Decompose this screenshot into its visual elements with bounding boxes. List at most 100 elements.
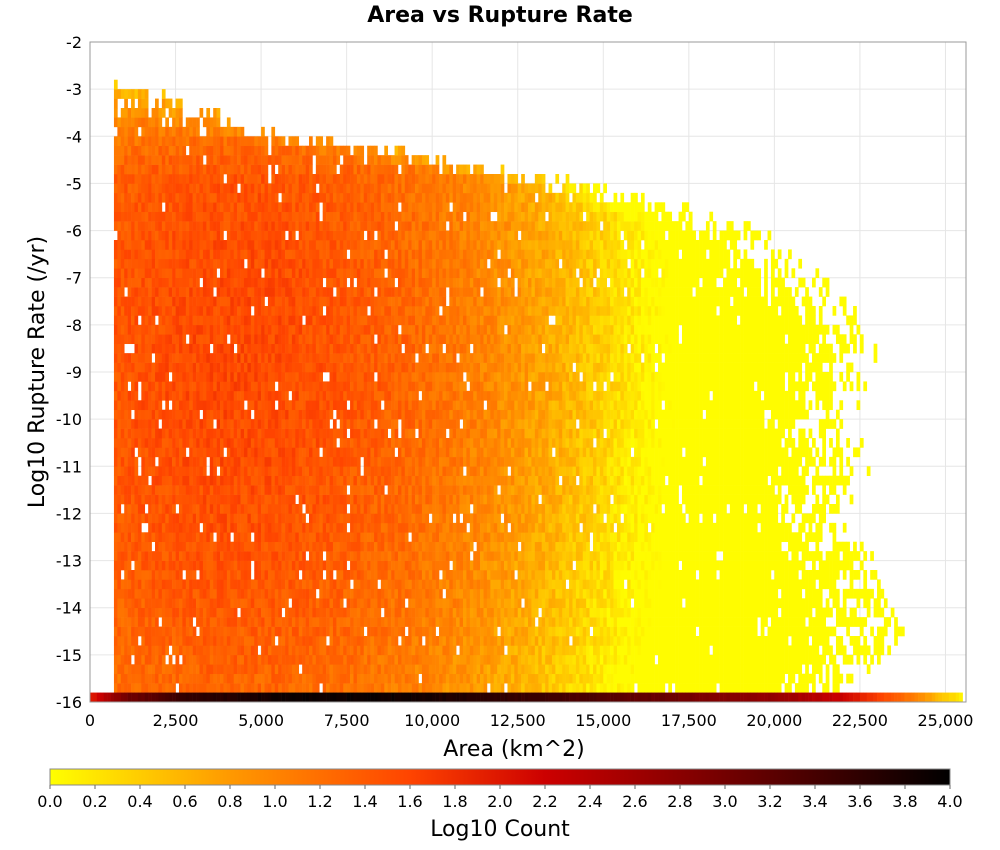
heatmap-cell [449,579,454,590]
heatmap-cell [798,532,803,543]
heatmap-cell [630,673,635,684]
heatmap-cell [233,522,238,533]
heatmap-cell [322,475,327,486]
heatmap-cell [271,494,276,505]
heatmap-cell [329,513,334,524]
heatmap-cell [350,626,354,637]
heatmap-cell [356,475,361,486]
heatmap-cell [579,560,584,571]
heatmap-cell [449,598,454,609]
heatmap-cell [199,485,204,495]
heatmap-cell [428,654,433,665]
heatmap-cell [264,494,269,505]
heatmap-cell [261,598,265,609]
heatmap-cell [432,607,436,618]
heatmap-cell [654,673,659,684]
heatmap-cell [356,513,361,524]
heatmap-cell [678,607,683,618]
heatmap-cell [661,522,666,533]
heatmap-cell [459,532,464,543]
heatmap-cell [504,617,508,627]
heatmap-cell [586,636,590,646]
heatmap-cell [209,522,214,533]
heatmap-cell [367,494,371,505]
heatmap-cell [534,485,539,495]
heatmap-cell [144,607,149,618]
heatmap-cell [469,522,474,533]
heatmap-cell [634,475,638,486]
heatmap-cell [148,532,152,543]
heatmap-cell [497,579,501,590]
heatmap-cell [750,522,755,533]
heatmap-cell [709,560,714,571]
heatmap-cell [415,645,419,656]
heatmap-cell [168,522,173,533]
heatmap-cell [517,560,522,571]
heatmap-cell [770,494,775,505]
heatmap-cell [483,636,488,646]
heatmap-cell [233,673,238,684]
heatmap-cell [161,683,166,693]
heatmap-cell [127,617,132,627]
heatmap-cell [777,532,782,543]
heatmap-cell [747,560,751,571]
heatmap-cell [743,636,748,646]
heatmap-cell [319,654,323,665]
heatmap-cell [206,513,211,524]
heatmap-cell [285,551,289,561]
heatmap-cell [274,683,279,693]
heatmap-cell [760,579,765,590]
heatmap-cell [514,579,519,590]
heatmap-cell [507,494,512,505]
heatmap-cell [849,607,854,618]
heatmap-cell [743,494,748,505]
heatmap-cell [178,560,183,571]
heatmap-cell [267,579,272,590]
heatmap-cell [223,475,228,486]
heatmap-cell [346,664,351,675]
heatmap-cell [439,683,443,693]
heatmap-cell [849,654,854,665]
heatmap-cell [350,560,354,571]
heatmap-cell [613,683,618,693]
heatmap-cell [401,579,406,590]
heatmap-cell [647,466,652,477]
heatmap-cell [747,475,751,486]
heatmap-cell [196,466,200,477]
heatmap-cell [551,475,556,486]
heatmap-cell [336,494,341,505]
heatmap-cell [404,466,409,477]
heatmap-cell [209,541,214,552]
heatmap-cell [541,588,546,599]
heatmap-cell [729,626,734,637]
heatmap-cell [223,664,228,675]
heatmap-cell [305,617,310,627]
heatmap-cell [630,466,635,477]
heatmap-cell [832,504,837,514]
heatmap-cell [151,485,156,495]
heatmap-cell [514,607,519,618]
heatmap-cell [473,560,477,571]
heatmap-cell [647,588,652,599]
heatmap-cell [640,522,645,533]
heatmap-cell [196,607,200,618]
heatmap-cell [302,551,306,561]
heatmap-cell [668,664,673,675]
heatmap-cell [220,588,224,599]
heatmap-cell [705,673,710,684]
heatmap-cell [582,645,587,656]
heatmap-cell [877,588,881,599]
heatmap-cell [230,560,235,571]
heatmap-cell [781,475,785,486]
heatmap-cell [350,485,354,495]
heatmap-cell [223,494,228,505]
heatmap-cell [243,598,248,609]
heatmap-cell [257,636,262,646]
heatmap-cell [610,636,614,646]
heatmap-cell [685,532,690,543]
heatmap-cell [675,664,679,675]
heatmap-cell [319,645,323,656]
heatmap-cell [599,485,604,495]
heatmap-cell [500,598,505,609]
heatmap-cell [469,636,474,646]
